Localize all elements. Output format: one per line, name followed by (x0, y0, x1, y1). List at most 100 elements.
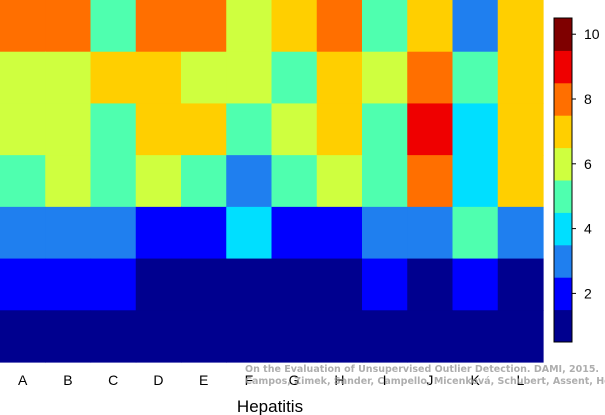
heatmap-cell-r3-G (271, 103, 318, 156)
heatmap-cell-r3-F (226, 103, 273, 156)
heatmap-cell-r1-I (362, 0, 408, 53)
heatmap-cell-r1-B (45, 0, 92, 53)
heatmap-cell-r5-C (90, 206, 137, 260)
colorbar-segment-4 (554, 212, 572, 246)
x-tick-label-I: I (383, 372, 387, 388)
heatmap-cell-r7-C (90, 310, 137, 363)
heatmap-cell-r2-I (362, 51, 408, 105)
heatmap-cell-r6-K (452, 258, 499, 311)
heatmap-cell-r4-H (316, 155, 363, 208)
heatmap-cell-r2-F (226, 51, 273, 105)
x-tick-label-C: C (108, 372, 118, 388)
heatmap-cell-r3-I (362, 103, 408, 156)
heatmap-cell-r1-G (271, 0, 318, 53)
heatmap-cells (0, 0, 544, 363)
heatmap-cell-r5-G (271, 206, 318, 260)
heatmap-cell-r3-H (316, 103, 363, 156)
x-axis-ticks: A B C D E F G H I J K L (18, 372, 525, 388)
x-tick-label-A: A (18, 372, 28, 388)
x-tick-label-F: F (245, 372, 254, 388)
heatmap-cell-r1-A (0, 0, 46, 53)
colorbar-segment-3 (554, 244, 572, 278)
heatmap-cell-r5-I (362, 206, 408, 260)
heatmap-cell-r3-L (497, 103, 544, 156)
heatmap-cell-r4-D (135, 155, 182, 208)
x-axis-title: Hepatitis (237, 397, 303, 415)
heatmap-cell-r1-D (135, 0, 182, 53)
colorbar-segment-7 (554, 115, 572, 149)
colorbar-tick-label-4: 4 (584, 221, 592, 237)
heatmap-cell-r1-L (497, 0, 544, 53)
colorbar-segment-8 (554, 82, 572, 116)
heatmap-cell-r1-C (90, 0, 137, 53)
heatmap-cell-r5-D (135, 206, 182, 260)
heatmap-cell-r7-F (226, 310, 273, 363)
heatmap-cell-r7-H (316, 310, 363, 363)
heatmap-cell-r1-K (452, 0, 499, 53)
x-tick-label-B: B (63, 372, 72, 388)
heatmap-cell-r7-I (362, 310, 408, 363)
heatmap-cell-r4-G (271, 155, 318, 208)
colorbar-tick-label-10: 10 (584, 26, 600, 42)
x-tick-label-H: H (334, 372, 344, 388)
heatmap-cell-r4-A (0, 155, 46, 208)
heatmap-cell-r2-G (271, 51, 318, 105)
heatmap-cell-r6-F (226, 258, 273, 311)
heatmap-cell-r2-C (90, 51, 137, 105)
heatmap-cell-r3-E (181, 103, 227, 156)
heatmap-cell-r6-L (497, 258, 544, 311)
heatmap-cell-r5-E (181, 206, 227, 260)
heatmap-cell-r4-I (362, 155, 408, 208)
heatmap-cell-r7-G (271, 310, 318, 363)
heatmap-cell-r2-L (497, 51, 544, 105)
heatmap-cell-r7-E (181, 310, 227, 363)
x-tick-label-L: L (516, 372, 524, 388)
colorbar-segment-10 (554, 18, 572, 51)
heatmap-cell-r5-K (452, 206, 499, 260)
x-tick-label-J: J (426, 372, 433, 388)
heatmap-cell-r6-E (181, 258, 227, 311)
heatmap-cell-r4-F (226, 155, 273, 208)
heatmap-cell-r2-J (407, 51, 454, 105)
heatmap-cell-r6-D (135, 258, 182, 311)
heatmap-cell-r4-J (407, 155, 454, 208)
colorbar: 2 4 6 8 10 (553, 17, 600, 343)
heatmap-cell-r2-K (452, 51, 499, 105)
heatmap-cell-r6-B (45, 258, 92, 311)
heatmap-cell-r6-A (0, 258, 46, 311)
heatmap-cell-r2-A (0, 51, 46, 105)
heatmap-cell-r4-K (452, 155, 499, 208)
heatmap-cell-r7-A (0, 310, 46, 363)
heatmap-cell-r6-G (271, 258, 318, 311)
watermark: On the Evaluation of Unsupervised Outlie… (245, 364, 605, 387)
heatmap-cell-r2-E (181, 51, 227, 105)
colorbar-segment-6 (554, 147, 572, 181)
colorbar-tick-label-2: 2 (584, 285, 592, 301)
heatmap-cell-r4-C (90, 155, 137, 208)
heatmap-cell-r6-H (316, 258, 363, 311)
colorbar-segment-1 (554, 309, 572, 343)
heatmap-cell-r2-B (45, 51, 92, 105)
heatmap-cell-r5-L (497, 206, 544, 260)
heatmap-cell-r1-H (316, 0, 363, 53)
heatmap-cell-r7-D (135, 310, 182, 363)
heatmap-cell-r4-E (181, 155, 227, 208)
heatmap-cell-r2-H (316, 51, 363, 105)
heatmap-cell-r4-L (497, 155, 544, 208)
heatmap-cell-r7-J (407, 310, 454, 363)
heatmap-cell-r5-H (316, 206, 363, 260)
x-tick-label-E: E (199, 372, 208, 388)
heatmap-cell-r6-C (90, 258, 137, 311)
colorbar-segment-9 (554, 50, 572, 84)
heatmap-cell-r3-C (90, 103, 137, 156)
heatmap-cell-r3-J (407, 103, 454, 156)
heatmap-cell-r1-J (407, 0, 454, 53)
x-tick-label-G: G (289, 372, 300, 388)
heatmap-cell-r5-F (226, 206, 273, 260)
heatmap-cell-r5-B (45, 206, 92, 260)
x-tick-label-K: K (470, 372, 480, 388)
heatmap-cell-r3-A (0, 103, 46, 156)
watermark-line-1: On the Evaluation of Unsupervised Outlie… (245, 364, 599, 375)
heatmap-cell-r3-K (452, 103, 499, 156)
